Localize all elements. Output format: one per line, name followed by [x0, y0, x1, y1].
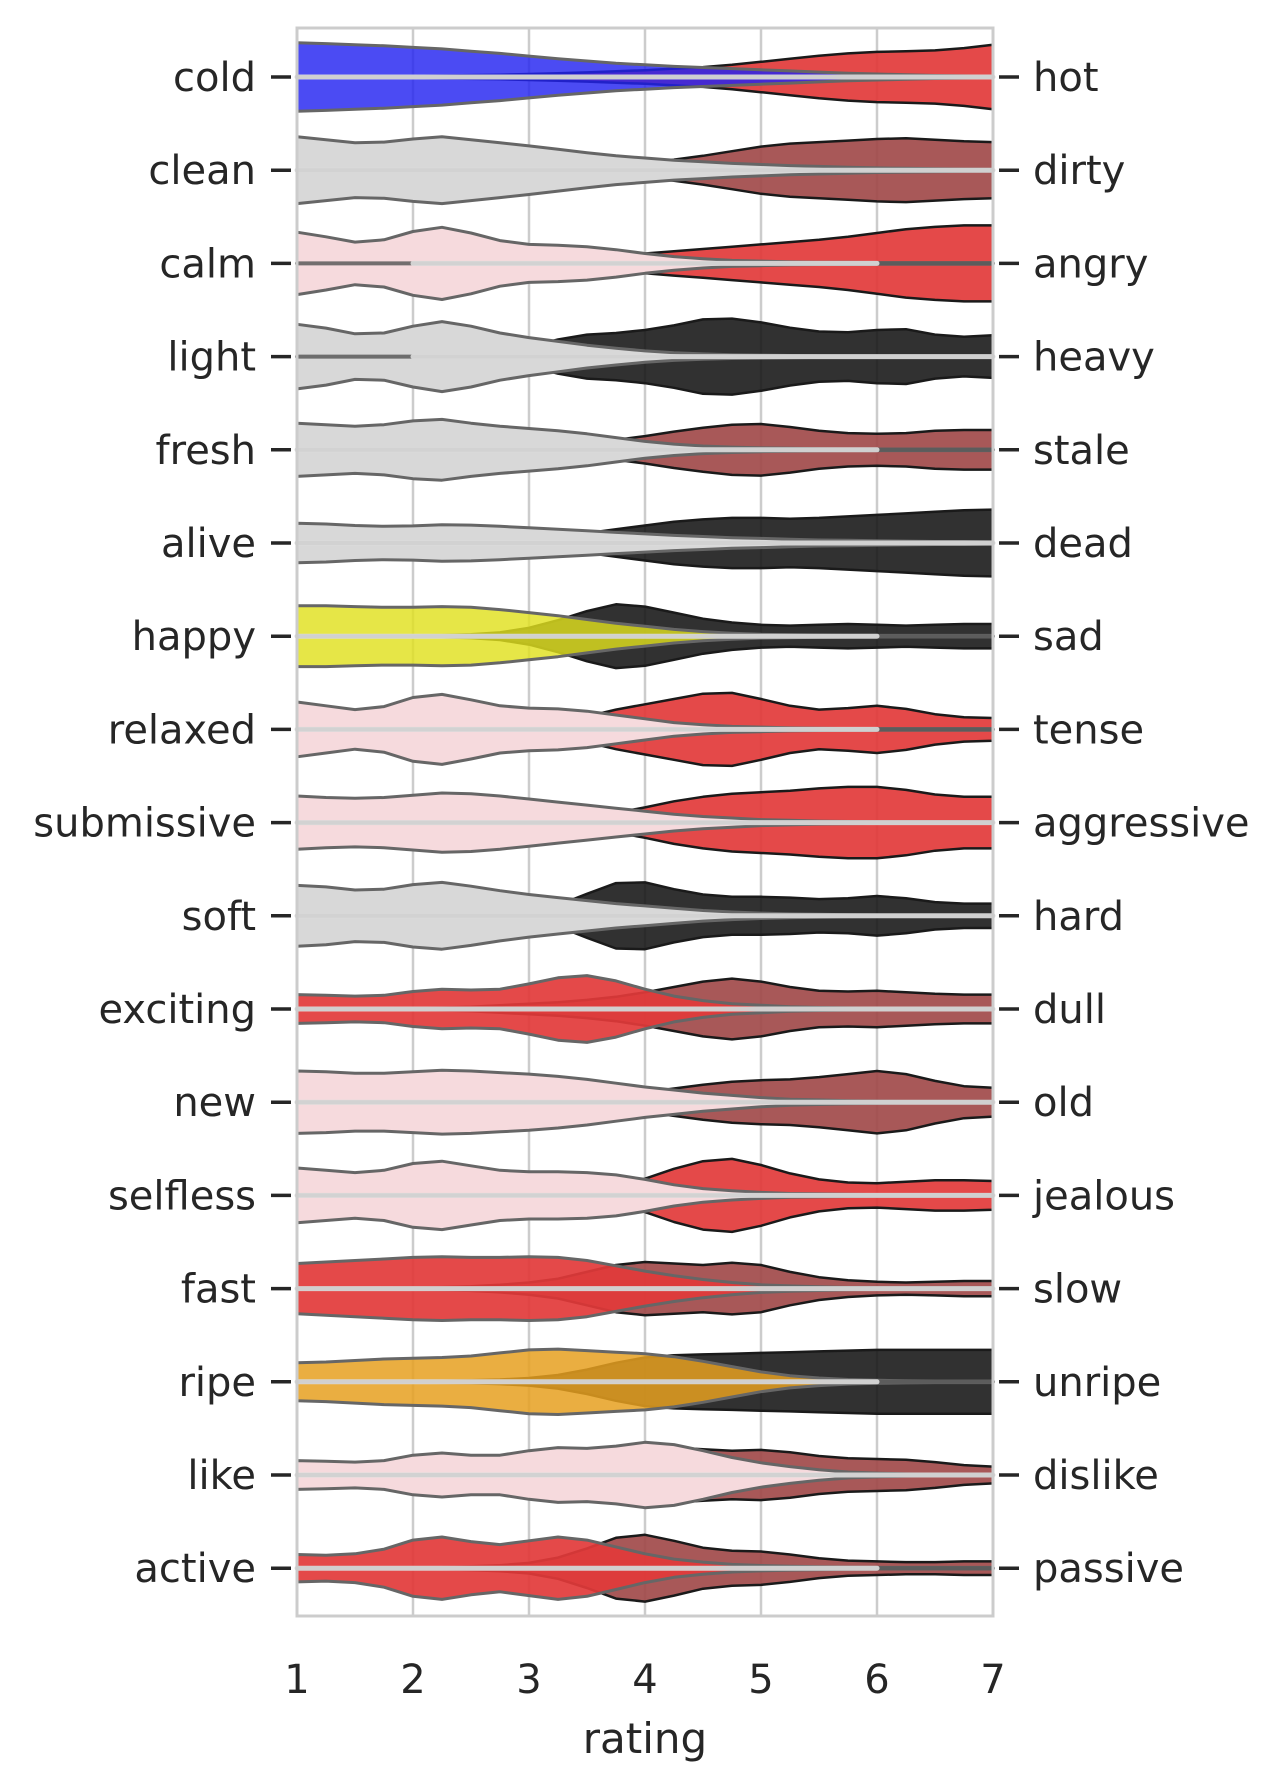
x-axis-label: rating [583, 1714, 707, 1763]
right-y-axis: hot dirty angry heavy stale dead sad tense aggre… [999, 55, 1250, 1592]
left-label-new: new [173, 1080, 256, 1126]
violin-row-soft-hard [294, 880, 996, 951]
right-label-stale: stale [1033, 428, 1130, 474]
x-tick-label-6: 6 [864, 1657, 889, 1703]
violin-row-cold-hot [294, 41, 996, 113]
left-label-submissive: submissive [33, 801, 256, 847]
right-label-dirty: dirty [1033, 148, 1125, 194]
right-label-tense: tense [1033, 707, 1144, 753]
right-label-old: old [1033, 1080, 1094, 1126]
left-label-active: active [134, 1546, 256, 1592]
left-y-axis: cold clean calm light fresh alive happy relaxed… [33, 55, 291, 1592]
violin-row-alive-dead [294, 508, 996, 578]
right-label-heavy: heavy [1033, 335, 1155, 381]
violin-row-happy-sad [294, 603, 995, 670]
x-tick-label-5: 5 [748, 1657, 773, 1703]
left-label-relaxed: relaxed [108, 707, 256, 753]
left-label-clean: clean [148, 148, 256, 194]
violin-row-light-heavy [295, 317, 996, 396]
left-label-fresh: fresh [156, 428, 256, 474]
plot-frame [295, 26, 995, 1618]
violin-row-submissive-aggressive [294, 785, 996, 860]
x-tick-label-1: 1 [284, 1657, 309, 1703]
right-label-dull: dull [1033, 987, 1106, 1033]
x-tick-label-2: 2 [400, 1657, 425, 1703]
right-label-jealous: jealous [1032, 1173, 1175, 1219]
left-label-fast: fast [181, 1267, 256, 1313]
left-label-cold: cold [173, 55, 256, 101]
right-label-unripe: unripe [1033, 1360, 1161, 1406]
right-label-dislike: dislike [1033, 1453, 1159, 1499]
right-label-aggressive: aggressive [1033, 801, 1250, 847]
violin-row-like-dislike [294, 1440, 996, 1510]
x-axis: 1 2 3 4 5 6 7 [284, 1657, 1005, 1703]
violin-row-calm-angry [295, 224, 995, 303]
right-label-hot: hot [1033, 55, 1099, 101]
violin-row-new-old [294, 1068, 996, 1136]
left-label-happy: happy [132, 614, 256, 660]
left-label-like: like [187, 1453, 256, 1499]
left-label-alive: alive [161, 521, 256, 567]
left-label-calm: calm [159, 241, 256, 287]
right-label-angry: angry [1033, 241, 1148, 287]
left-label-exciting: exciting [98, 987, 256, 1033]
left-label-soft: soft [182, 894, 256, 940]
right-label-hard: hard [1033, 894, 1124, 940]
x-tick-label-3: 3 [516, 1657, 541, 1703]
violin-row-fast-slow [294, 1255, 996, 1322]
right-label-slow: slow [1033, 1267, 1122, 1313]
right-label-dead: dead [1033, 521, 1133, 567]
violin-row-exciting-dull [294, 974, 996, 1044]
right-label-passive: passive [1033, 1546, 1184, 1592]
violin-plots [294, 41, 996, 1603]
left-label-ripe: ripe [178, 1360, 256, 1406]
right-label-sad: sad [1033, 614, 1104, 660]
violin-row-active-passive [294, 1533, 995, 1603]
violin-row-ripe-unripe [294, 1347, 995, 1416]
x-tick-label-4: 4 [632, 1657, 657, 1703]
left-label-light: light [167, 335, 256, 381]
left-label-selfless: selfless [108, 1173, 256, 1219]
violin-row-relaxed-tense [294, 691, 995, 768]
x-tick-label-7: 7 [980, 1657, 1005, 1703]
